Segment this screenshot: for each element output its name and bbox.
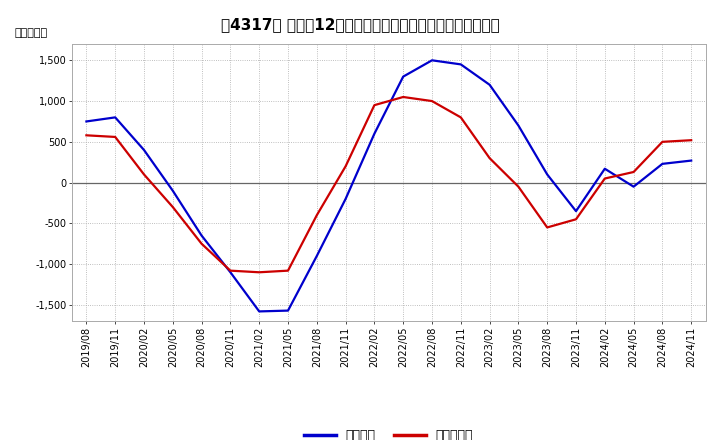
当期純利益	[687, 138, 696, 143]
Text: ［4317］ 利益の12か月移動合計の対前年同期増減額の推移: ［4317］ 利益の12か月移動合計の対前年同期増減額の推移	[220, 18, 500, 33]
経常利益	[341, 196, 350, 202]
経常利益	[572, 209, 580, 214]
当期純利益	[543, 225, 552, 230]
経常利益	[140, 147, 148, 153]
経常利益	[600, 166, 609, 171]
経常利益	[485, 82, 494, 88]
経常利益	[168, 188, 177, 194]
当期純利益	[428, 99, 436, 104]
経常利益	[629, 184, 638, 189]
当期純利益	[255, 270, 264, 275]
当期純利益	[370, 103, 379, 108]
経常利益	[226, 270, 235, 275]
当期純利益	[399, 94, 408, 99]
当期純利益	[600, 176, 609, 181]
当期純利益	[341, 164, 350, 169]
経常利益	[428, 58, 436, 63]
当期純利益	[456, 115, 465, 120]
経常利益	[312, 253, 321, 259]
経常利益	[284, 308, 292, 313]
経常利益	[82, 119, 91, 124]
経常利益	[255, 309, 264, 314]
当期純利益	[284, 268, 292, 273]
当期純利益	[629, 169, 638, 175]
経常利益	[658, 161, 667, 166]
当期純利益	[514, 184, 523, 189]
経常利益	[543, 172, 552, 177]
経常利益	[687, 158, 696, 163]
当期純利益	[197, 241, 206, 246]
当期純利益	[168, 205, 177, 210]
当期純利益	[226, 268, 235, 273]
当期純利益	[312, 213, 321, 218]
Line: 経常利益: 経常利益	[86, 60, 691, 312]
当期純利益	[140, 172, 148, 177]
Line: 当期純利益: 当期純利益	[86, 97, 691, 272]
当期純利益	[111, 134, 120, 139]
経常利益	[370, 131, 379, 136]
Legend: 経常利益, 当期純利益: 経常利益, 当期純利益	[300, 425, 478, 440]
経常利益	[514, 123, 523, 128]
当期純利益	[82, 133, 91, 138]
経常利益	[111, 115, 120, 120]
Text: （百万円）: （百万円）	[15, 29, 48, 38]
当期純利益	[658, 139, 667, 144]
当期純利益	[485, 155, 494, 161]
経常利益	[456, 62, 465, 67]
経常利益	[197, 233, 206, 238]
当期純利益	[572, 216, 580, 222]
経常利益	[399, 74, 408, 79]
